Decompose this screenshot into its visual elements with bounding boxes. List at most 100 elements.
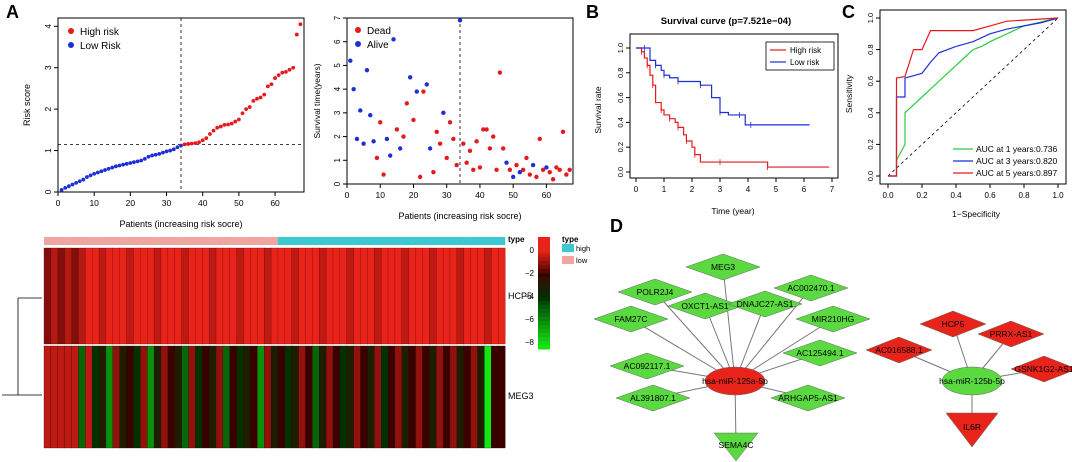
km-title: Survival curve (p=7.521e−04) <box>661 16 791 27</box>
roc-ytick-label: 0.0 <box>866 171 875 181</box>
type-bar-cell <box>195 237 203 245</box>
risk-xtick-label: 50 <box>234 198 244 208</box>
surv-xtick-label: 30 <box>442 190 452 200</box>
surv-point <box>477 165 483 170</box>
roc-legend-1y: AUC at 1 years:0.736 <box>976 144 1058 154</box>
type-bar-cell <box>319 237 327 245</box>
surv-point <box>447 120 453 125</box>
surv-point <box>520 167 526 172</box>
risk-point <box>218 124 223 129</box>
meg3-cell <box>332 345 341 449</box>
panel-label-c: C <box>842 2 855 22</box>
surv-ytick-label: 5 <box>333 63 342 68</box>
meg3-cell <box>188 345 196 449</box>
hcp5-cell <box>360 247 368 345</box>
surv-point <box>464 160 469 165</box>
surv-point <box>530 162 536 168</box>
surv-point <box>361 141 366 146</box>
surv-point <box>431 169 436 175</box>
type-bar-cell <box>415 237 423 245</box>
legend-alive: Alive <box>367 40 389 51</box>
roc-curve-1y <box>888 17 1059 177</box>
type-bar-cell <box>140 237 148 245</box>
meg3-cell <box>126 345 134 449</box>
hcp5-cell <box>64 247 72 345</box>
type-bar-cell <box>64 237 72 245</box>
scale-cell <box>538 305 550 310</box>
surv-point <box>421 89 426 94</box>
surv-point <box>507 167 513 172</box>
surv-point <box>474 139 479 144</box>
surv-point <box>544 165 549 170</box>
scale-cell <box>538 289 550 294</box>
risk-xtick-label: 0 <box>56 198 61 208</box>
meg3-cell <box>401 345 410 449</box>
hcp5-cell <box>195 247 203 345</box>
risk-point <box>265 84 270 89</box>
hcp5-cell <box>284 247 293 345</box>
surv-point <box>491 134 496 139</box>
roc-legend-5y: AUC at 5 years:0.897 <box>976 168 1058 178</box>
type-bar-cell <box>44 237 52 245</box>
risk-point <box>92 171 97 176</box>
meg3-cell <box>353 345 361 449</box>
risk-point <box>63 185 68 190</box>
risk-point <box>135 159 140 164</box>
surv-xtick-label: 10 <box>376 190 386 200</box>
scale-cell <box>538 345 550 350</box>
risk-point <box>124 161 129 166</box>
risk-point <box>132 160 136 165</box>
hcp5-cell <box>98 247 107 345</box>
hcp5-cell <box>112 247 121 345</box>
meg3-cell <box>257 345 265 449</box>
scale-cell <box>538 301 550 306</box>
type-bar-cell <box>360 237 368 245</box>
risk-point <box>150 153 154 158</box>
gene-label: IL6R <box>963 422 981 432</box>
scale-cell <box>538 277 550 282</box>
type-bar-cell <box>346 237 354 245</box>
risk-score-plot: Risk score Patients (increasing risk soc… <box>22 17 305 229</box>
hcp5-cell <box>188 247 196 345</box>
meg3-cell <box>147 345 155 449</box>
gene-node <box>945 412 999 448</box>
hcp5-cell <box>140 247 148 345</box>
surv-ytick-label: 6 <box>333 39 342 44</box>
hcp5-cell <box>202 247 210 345</box>
surv-point <box>457 18 463 23</box>
risk-point <box>171 147 176 152</box>
surv-point <box>510 174 516 180</box>
surv-point <box>501 146 506 151</box>
type-bar-cell <box>202 237 210 245</box>
meg3-cell <box>470 345 478 449</box>
type-bar-cell <box>470 237 478 245</box>
risk-point <box>85 175 89 179</box>
risk-point <box>142 156 147 161</box>
risk-point <box>284 69 288 74</box>
meg3-cell <box>250 345 258 449</box>
mirna-hub-label: hsa-miR-125b-5p <box>939 376 1005 386</box>
hcp5-cell <box>491 247 499 345</box>
risk-ytick-label: 0 <box>43 189 53 194</box>
km-xtick-label: 5 <box>774 185 779 194</box>
hcp5-cell <box>85 247 93 345</box>
scale-cell <box>538 269 550 274</box>
surv-point <box>378 120 383 125</box>
roc-xtick-label: 0.2 <box>916 191 928 200</box>
type-bar-cell <box>298 237 306 245</box>
type-bar-cell <box>491 237 499 245</box>
hcp5-cell <box>374 247 382 345</box>
gene-label: MEG3 <box>711 262 735 272</box>
gene-node <box>865 336 933 364</box>
type-bar-cell <box>236 237 244 245</box>
type-legend-low: low <box>576 256 588 265</box>
risk-point <box>161 150 165 155</box>
surv-point <box>414 89 419 94</box>
meg3-cell <box>497 345 506 449</box>
panel-label-d: D <box>610 216 623 236</box>
hcp5-cell <box>429 247 437 345</box>
risk-xlabel: Patients (increasing risk socre) <box>119 219 242 229</box>
surv-point <box>484 127 489 132</box>
km-xtick-label: 0 <box>634 185 639 194</box>
type-bar-cell <box>353 237 361 245</box>
